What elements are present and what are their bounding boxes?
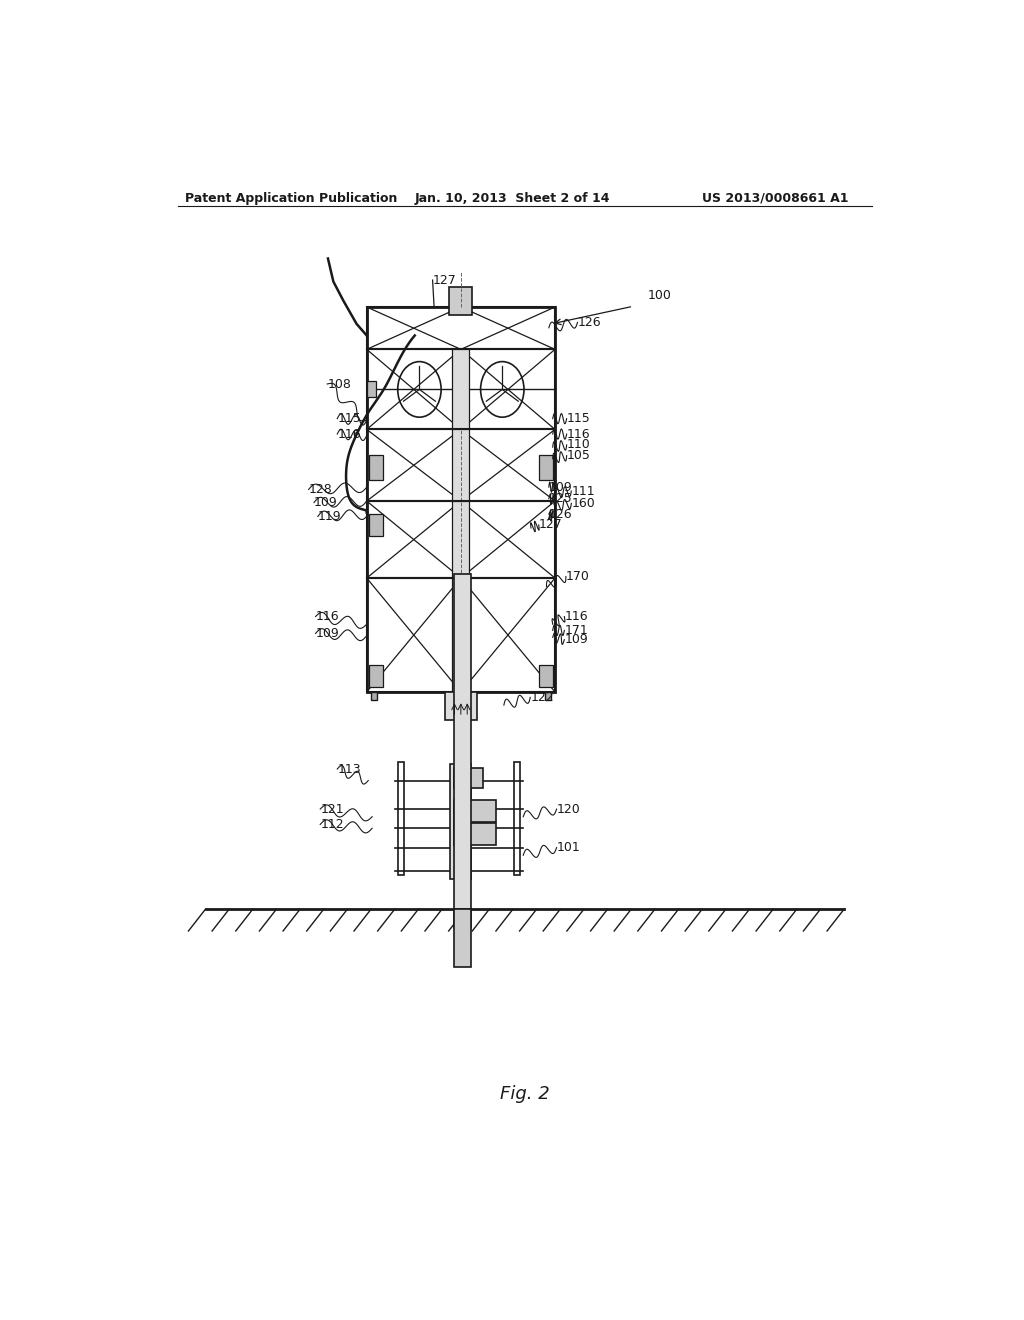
Bar — [367, 308, 555, 350]
Text: 120: 120 — [557, 803, 581, 816]
Bar — [369, 665, 383, 686]
Text: 110: 110 — [566, 438, 591, 451]
Bar — [545, 692, 551, 700]
Text: 160: 160 — [571, 496, 595, 510]
Bar — [367, 502, 555, 578]
Bar — [367, 578, 555, 692]
Bar — [444, 692, 477, 719]
Text: 109: 109 — [314, 496, 338, 510]
Bar — [454, 768, 483, 788]
Text: 125: 125 — [549, 492, 572, 506]
Bar — [539, 455, 553, 479]
Bar — [369, 513, 383, 536]
Bar — [450, 764, 471, 879]
Text: 170: 170 — [566, 570, 590, 583]
Bar — [539, 665, 553, 686]
Text: 171: 171 — [564, 624, 588, 638]
Text: 116: 116 — [564, 610, 588, 623]
Text: 111: 111 — [571, 484, 595, 498]
Bar — [454, 909, 471, 966]
Text: Patent Application Publication: Patent Application Publication — [184, 191, 397, 205]
Text: Jan. 10, 2013  Sheet 2 of 14: Jan. 10, 2013 Sheet 2 of 14 — [415, 191, 610, 205]
Text: 127: 127 — [539, 519, 562, 532]
Bar — [454, 800, 496, 822]
Bar — [397, 763, 403, 875]
Text: Fig. 2: Fig. 2 — [500, 1085, 550, 1104]
Text: 128: 128 — [308, 483, 333, 496]
Text: 109: 109 — [315, 627, 339, 640]
Text: 109: 109 — [549, 480, 572, 494]
Text: US 2013/0008661 A1: US 2013/0008661 A1 — [701, 191, 848, 205]
Bar — [454, 824, 496, 845]
Bar — [450, 288, 472, 315]
Text: 116: 116 — [337, 428, 360, 441]
Bar — [453, 350, 469, 429]
Bar — [453, 502, 469, 578]
Text: 121: 121 — [321, 803, 344, 816]
Text: 105: 105 — [566, 449, 591, 462]
Text: 113: 113 — [337, 763, 360, 776]
Bar — [367, 350, 555, 429]
Text: 127: 127 — [432, 273, 457, 286]
Bar — [367, 381, 376, 397]
Text: 108: 108 — [328, 378, 351, 391]
Text: 115: 115 — [337, 412, 361, 425]
Text: 116: 116 — [315, 610, 339, 623]
Bar — [367, 429, 555, 502]
Text: 126: 126 — [549, 508, 572, 520]
Bar — [453, 429, 469, 502]
Bar — [453, 578, 469, 692]
Text: 115: 115 — [566, 412, 591, 425]
Text: 116: 116 — [566, 428, 590, 441]
Text: 119: 119 — [317, 510, 341, 523]
Text: 126: 126 — [578, 315, 601, 329]
Text: 100: 100 — [647, 289, 671, 302]
Bar — [371, 692, 377, 700]
Bar — [367, 308, 555, 692]
Text: 122: 122 — [530, 690, 554, 704]
Bar — [514, 763, 520, 875]
Text: 101: 101 — [557, 841, 581, 854]
Bar — [369, 455, 383, 479]
Text: 112: 112 — [321, 818, 344, 832]
Text: 109: 109 — [564, 634, 588, 647]
Bar — [454, 574, 471, 928]
